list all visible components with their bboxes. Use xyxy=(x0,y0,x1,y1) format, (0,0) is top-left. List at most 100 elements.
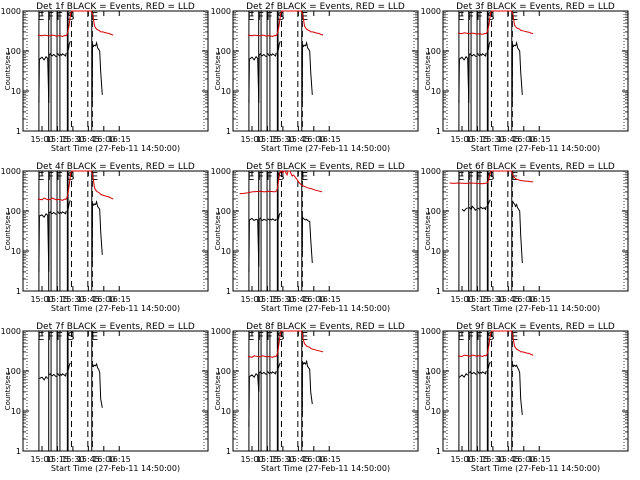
event-marker-label: F xyxy=(56,330,62,343)
x-axis-label: Start Time (27-Feb-11 14:50:00) xyxy=(261,464,390,473)
y-tick-label: 1 xyxy=(436,127,441,136)
event-marker-label: E xyxy=(37,10,44,23)
y-tick-label: 100 xyxy=(216,47,231,56)
x-tick-label: 15:30 xyxy=(61,135,84,144)
x-tick-label: 16:00 xyxy=(92,455,115,464)
y-tick-label: 1 xyxy=(16,447,21,456)
x-tick-label: 16:15 xyxy=(318,455,341,464)
y-tick-label: 10 xyxy=(11,407,21,416)
event-marker-label: E xyxy=(247,10,254,23)
plot-frame xyxy=(442,10,629,132)
panel-det-4: E F F S E110100100015:0015:1515:3015:4516:00… xyxy=(1,162,209,313)
event-marker-label: E xyxy=(511,330,518,343)
y-tick-label: 100 xyxy=(426,367,441,376)
x-tick-label: 15:00 xyxy=(30,455,53,464)
x-tick-label: 15:15 xyxy=(46,455,69,464)
events-series-line xyxy=(458,40,523,104)
x-tick-label: 16:15 xyxy=(528,135,551,144)
y-axis-label: Counts/sec xyxy=(214,372,222,411)
event-marker-label: F xyxy=(56,10,62,23)
y-tick-label: 1 xyxy=(226,287,231,296)
x-tick-label: 16:00 xyxy=(512,455,535,464)
y-tick-label: 1000 xyxy=(421,7,441,16)
lld-series-line xyxy=(37,170,114,201)
event-marker-label: E xyxy=(457,170,464,183)
y-axis-label: Counts/sec xyxy=(424,212,432,251)
x-tick-label: 15:15 xyxy=(46,135,69,144)
y-tick-label: 10 xyxy=(431,87,441,96)
event-marker-label: E xyxy=(247,330,254,343)
x-tick-label: 15:45 xyxy=(497,135,520,144)
x-tick-label: 16:15 xyxy=(528,455,551,464)
events-series-line xyxy=(38,200,103,272)
panel-title: Det 9f BLACK = Events, RED = LLD xyxy=(456,322,615,332)
event-marker-label: F xyxy=(48,10,54,23)
panel-det-9: E F F S E110100100015:0015:1515:3015:4516:00… xyxy=(421,322,629,473)
x-tick-label: 15:00 xyxy=(30,135,53,144)
event-marker-label: S xyxy=(278,170,285,183)
panel-title: Det 8f BLACK = Events, RED = LLD xyxy=(246,322,405,332)
y-tick-label: 1 xyxy=(226,127,231,136)
event-marker-label: F xyxy=(48,330,54,343)
panel-det-6: E F F S E110100100015:0015:1515:3015:4516:00… xyxy=(421,162,629,313)
y-tick-label: 10 xyxy=(11,87,21,96)
y-axis-label: Counts/sec xyxy=(4,372,12,411)
x-axis-label: Start Time (27-Feb-11 14:50:00) xyxy=(51,304,180,313)
y-tick-label: 100 xyxy=(6,47,21,56)
x-tick-label: 16:15 xyxy=(318,295,341,304)
x-tick-label: 16:00 xyxy=(302,455,325,464)
x-axis-label: Start Time (27-Feb-11 14:50:00) xyxy=(471,144,600,153)
x-axis-label: Start Time (27-Feb-11 14:50:00) xyxy=(51,464,180,473)
y-tick-label: 1000 xyxy=(211,167,231,176)
lld-series-line xyxy=(457,330,534,358)
x-axis-label: Start Time (27-Feb-11 14:50:00) xyxy=(261,304,390,313)
x-tick-label: 15:30 xyxy=(271,455,294,464)
event-marker-label: F xyxy=(266,10,272,23)
event-marker-label: E xyxy=(37,170,44,183)
event-marker-label: E xyxy=(301,170,308,183)
y-tick-label: 100 xyxy=(426,47,441,56)
x-tick-label: 16:00 xyxy=(512,295,535,304)
events-series-line xyxy=(38,40,103,104)
x-tick-label: 15:00 xyxy=(240,455,263,464)
panel-title: Det 6f BLACK = Events, RED = LLD xyxy=(456,162,615,172)
y-tick-label: 100 xyxy=(6,367,21,376)
y-tick-label: 1000 xyxy=(421,167,441,176)
y-tick-label: 1 xyxy=(436,447,441,456)
panel-det-2: E F F S E110100100015:0015:1515:3015:4516:00… xyxy=(211,2,419,153)
x-tick-label: 15:45 xyxy=(497,455,520,464)
event-marker-label: S xyxy=(488,170,495,183)
x-tick-label: 16:00 xyxy=(512,135,535,144)
y-tick-label: 100 xyxy=(426,207,441,216)
x-tick-label: 15:45 xyxy=(287,295,310,304)
event-marker-label: F xyxy=(476,170,482,183)
y-tick-label: 1000 xyxy=(211,327,231,336)
x-axis-label: Start Time (27-Feb-11 14:50:00) xyxy=(471,304,600,313)
y-tick-label: 100 xyxy=(216,207,231,216)
y-tick-label: 10 xyxy=(221,87,231,96)
event-marker-label: F xyxy=(468,330,474,343)
panel-det-5: E F F S E110100100015:0015:1515:3015:4516:00… xyxy=(211,162,419,313)
event-marker-label: E xyxy=(91,330,98,343)
plot-frame xyxy=(22,170,209,292)
event-marker-label: S xyxy=(488,10,495,23)
x-tick-label: 15:45 xyxy=(287,455,310,464)
plot-frame xyxy=(442,330,629,452)
y-tick-label: 10 xyxy=(11,247,21,256)
lld-series-line xyxy=(37,10,114,38)
panel-title: Det 3f BLACK = Events, RED = LLD xyxy=(456,2,615,12)
event-marker-label: F xyxy=(476,10,482,23)
y-tick-label: 1000 xyxy=(1,7,21,16)
x-tick-label: 15:30 xyxy=(271,295,294,304)
panel-det-8: E F F S E110100100015:0015:1515:3015:4516:00… xyxy=(211,322,419,473)
event-marker-label: E xyxy=(511,170,518,183)
plot-frame xyxy=(232,170,419,292)
y-tick-label: 1 xyxy=(226,447,231,456)
events-series-line xyxy=(39,362,103,408)
panel-title: Det 4f BLACK = Events, RED = LLD xyxy=(36,162,195,172)
y-axis-label: Counts/sec xyxy=(214,52,222,91)
event-marker-label: F xyxy=(48,170,54,183)
plot-frame xyxy=(22,330,209,452)
lld-series-line xyxy=(247,330,324,358)
